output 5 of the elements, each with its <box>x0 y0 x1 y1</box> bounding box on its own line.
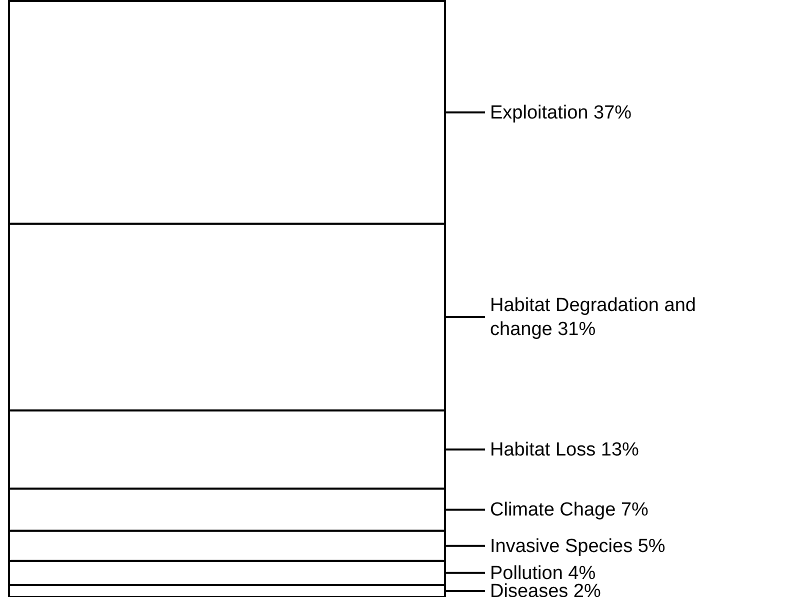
data-label: Climate Chage 7% <box>490 499 649 520</box>
data-label: Invasive Species 5% <box>490 535 666 556</box>
data-label: Habitat Degradation and change 31% <box>490 294 696 340</box>
data-label: Habitat Loss 13% <box>490 439 640 460</box>
data-label: Exploitation 37% <box>490 102 632 123</box>
